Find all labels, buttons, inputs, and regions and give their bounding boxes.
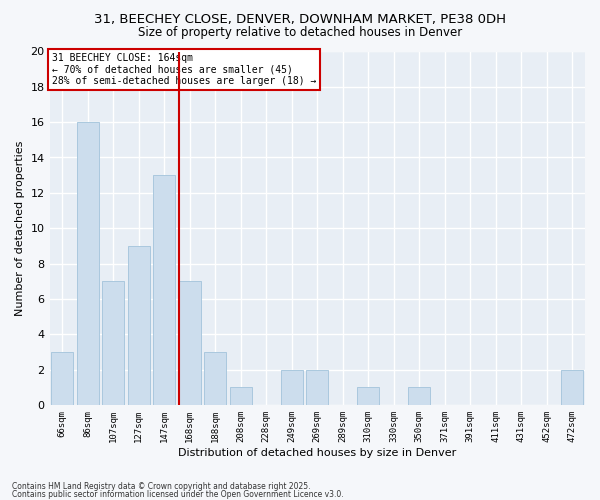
Bar <box>307 370 328 405</box>
Bar <box>128 246 149 405</box>
Text: 31, BEECHEY CLOSE, DENVER, DOWNHAM MARKET, PE38 0DH: 31, BEECHEY CLOSE, DENVER, DOWNHAM MARKE… <box>94 12 506 26</box>
Bar <box>154 175 175 405</box>
Y-axis label: Number of detached properties: Number of detached properties <box>15 140 25 316</box>
Text: 31 BEECHEY CLOSE: 164sqm
← 70% of detached houses are smaller (45)
28% of semi-d: 31 BEECHEY CLOSE: 164sqm ← 70% of detach… <box>52 54 317 86</box>
Bar <box>103 281 124 405</box>
Bar <box>358 387 379 405</box>
Bar <box>77 122 98 405</box>
Bar <box>230 387 251 405</box>
Bar <box>281 370 302 405</box>
Bar <box>409 387 430 405</box>
Bar <box>52 352 73 405</box>
Bar <box>205 352 226 405</box>
Text: Contains public sector information licensed under the Open Government Licence v3: Contains public sector information licen… <box>12 490 344 499</box>
Bar <box>562 370 583 405</box>
Text: Contains HM Land Registry data © Crown copyright and database right 2025.: Contains HM Land Registry data © Crown c… <box>12 482 311 491</box>
Text: Size of property relative to detached houses in Denver: Size of property relative to detached ho… <box>138 26 462 39</box>
Bar <box>179 281 200 405</box>
X-axis label: Distribution of detached houses by size in Denver: Distribution of detached houses by size … <box>178 448 457 458</box>
